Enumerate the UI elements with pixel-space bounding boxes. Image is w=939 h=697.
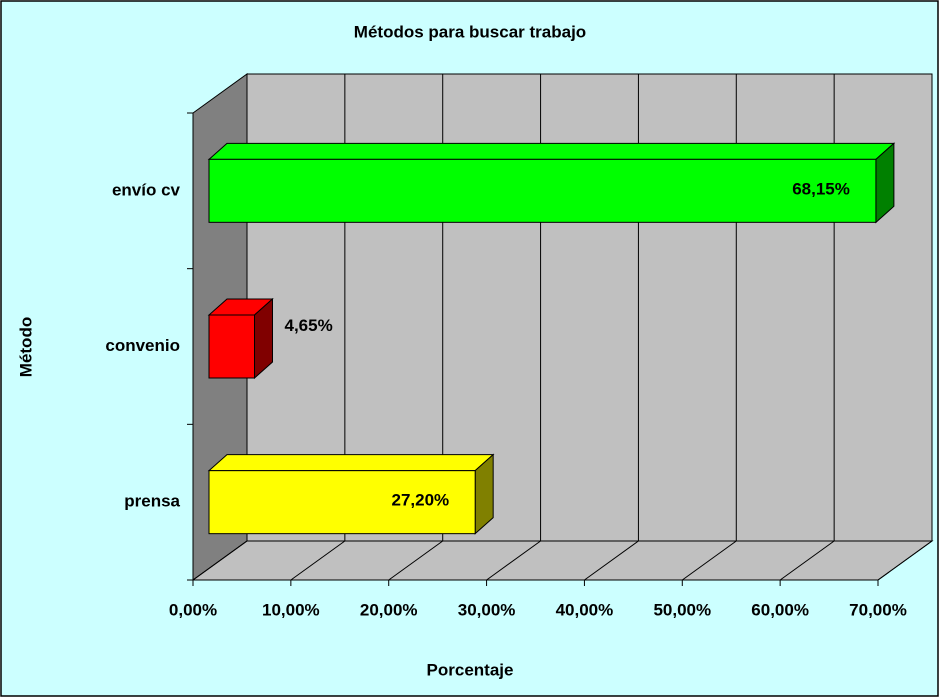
floor-grid-line (877, 540, 933, 581)
x-tick-label: 40,00% (556, 600, 614, 619)
bar-top (207, 454, 495, 472)
x-tick-label: 0,00% (169, 600, 217, 619)
floor-grid-line (192, 540, 248, 581)
x-axis-title: Porcentaje (427, 660, 514, 679)
bar (208, 314, 256, 379)
data-label: 27,20% (391, 491, 449, 510)
y-axis-title: Método (16, 317, 35, 377)
data-label: 68,15% (792, 179, 850, 198)
x-tick-label: 20,00% (360, 600, 418, 619)
y-tick-label: prensa (124, 492, 180, 511)
chart-title: Métodos para buscar trabajo (354, 22, 586, 41)
x-tick-label: 60,00% (751, 600, 809, 619)
floor (191, 540, 934, 581)
bar (208, 158, 877, 223)
x-tick-label: 70,00% (849, 600, 907, 619)
y-tick-label: convenio (105, 336, 180, 355)
x-tick-label: 50,00% (653, 600, 711, 619)
bar-top (207, 142, 896, 160)
floor-grid-line (290, 540, 346, 581)
floor-grid-line (779, 540, 835, 581)
x-tick-label: 30,00% (458, 600, 516, 619)
floor-grid-line (388, 540, 444, 581)
data-label: 4,65% (285, 316, 333, 335)
y-tick-label: envío cv (112, 180, 181, 199)
floor-grid-line (584, 540, 639, 581)
floor-grid-line (681, 540, 737, 581)
x-tick-label: 10,00% (262, 600, 320, 619)
floor-grid-line (486, 540, 541, 581)
bar (208, 470, 476, 535)
